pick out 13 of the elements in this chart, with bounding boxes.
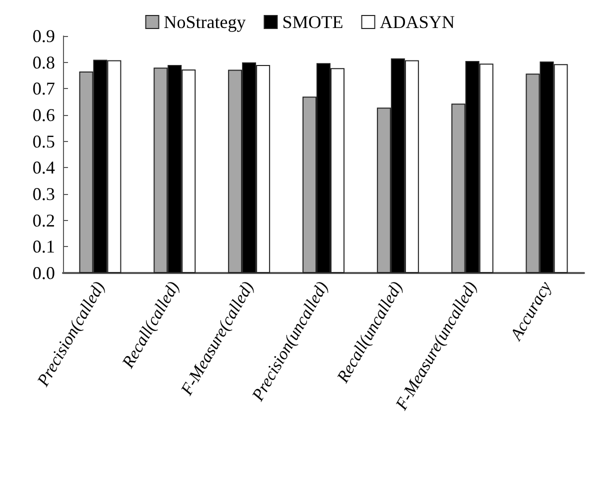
y-tick-label: 0.3 [32, 184, 55, 204]
legend-label: SMOTE [282, 12, 344, 32]
y-tick-label: 0.8 [32, 52, 55, 72]
y-tick-label: 0.0 [32, 263, 55, 283]
y-tick-label: 0.7 [32, 78, 55, 99]
y-tick-label: 0.9 [32, 26, 55, 46]
legend-label: ADASYN [380, 12, 455, 32]
y-tick-label: 0.1 [32, 236, 55, 257]
y-tick-label: 0.6 [32, 105, 55, 125]
y-tick-label: 0.2 [32, 210, 55, 230]
legend-label: NoStrategy [164, 12, 246, 32]
y-tick-label: 0.5 [32, 131, 55, 152]
y-tick-label: 0.4 [32, 158, 55, 178]
